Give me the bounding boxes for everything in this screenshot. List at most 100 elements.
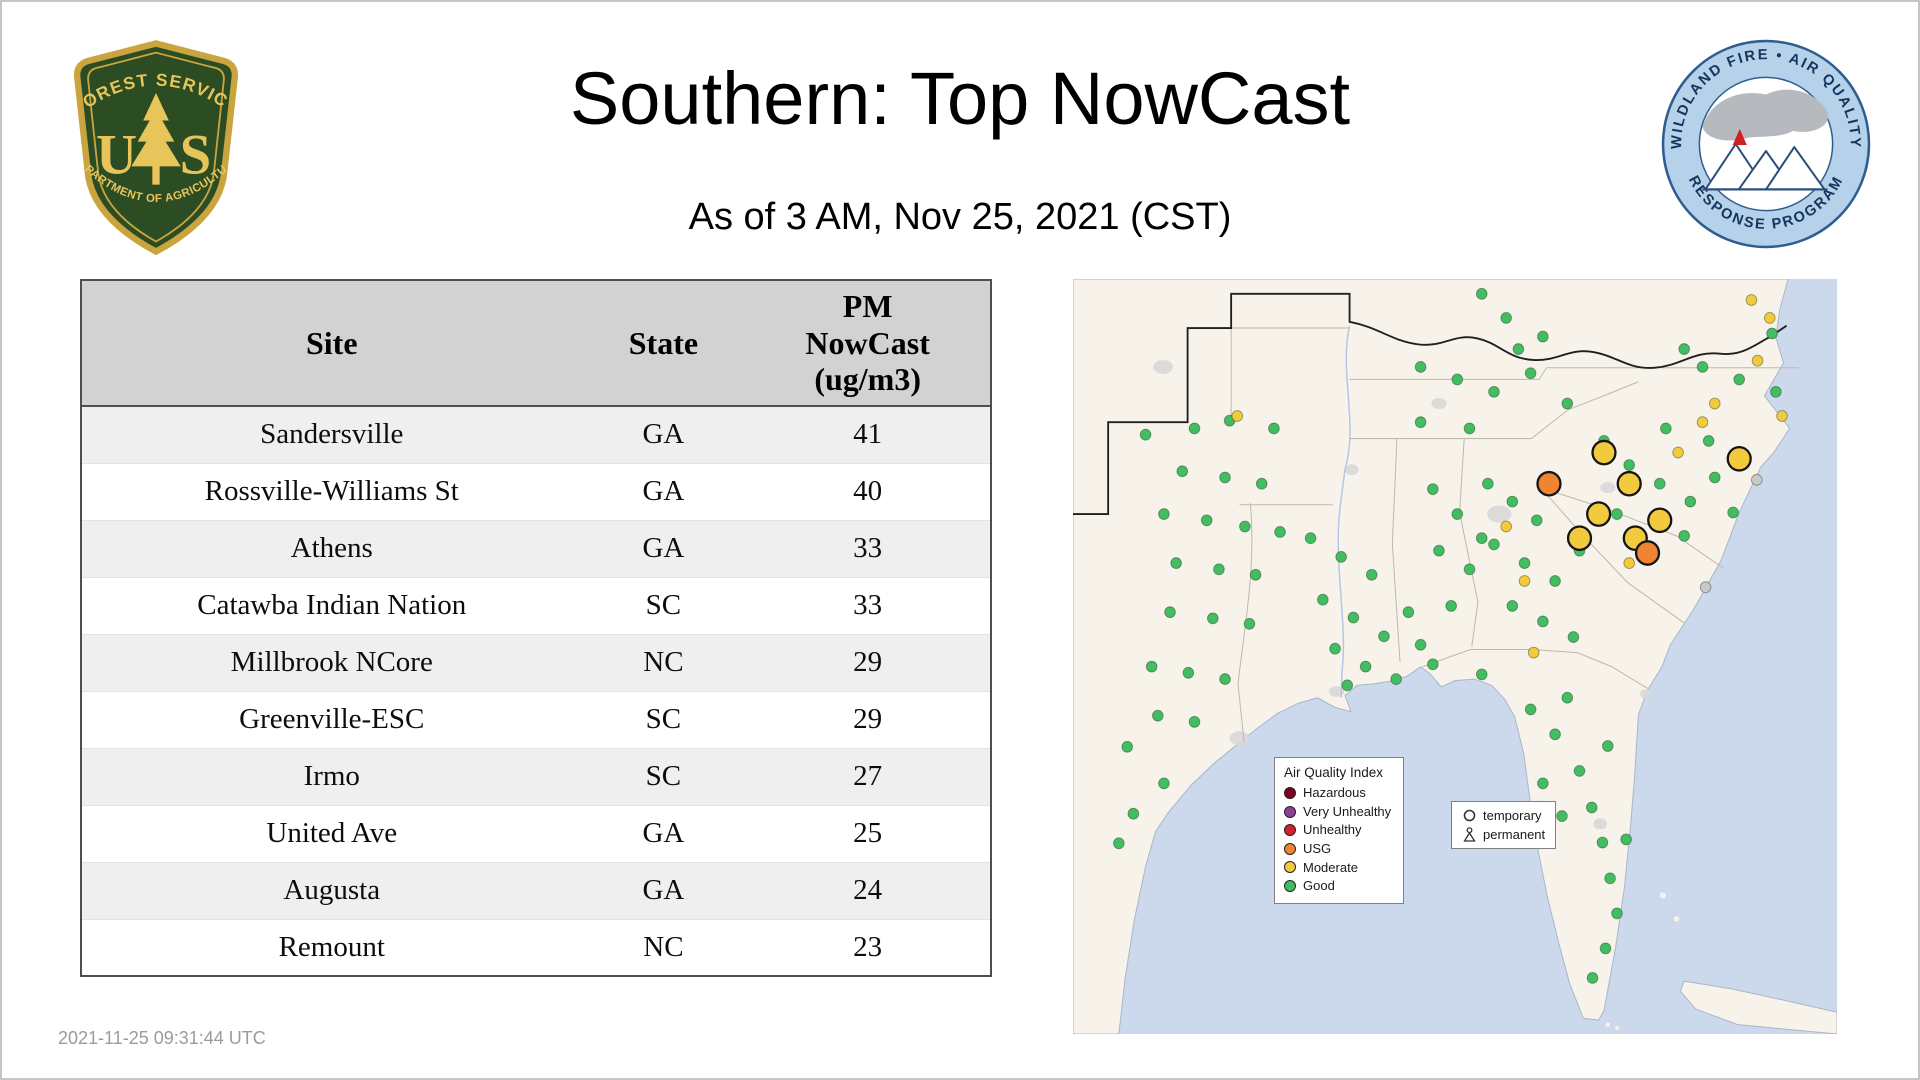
monitor-marker <box>1702 434 1715 447</box>
monitor-marker <box>1708 397 1721 410</box>
monitor-marker <box>1537 615 1549 628</box>
monitor-marker <box>1378 630 1390 643</box>
urban-areas <box>1153 359 1653 830</box>
state-cell: SC <box>645 703 682 735</box>
monitor-marker <box>1335 550 1347 563</box>
state-cell: GA <box>642 418 685 451</box>
monitor-marker <box>1512 343 1525 355</box>
aqi-legend: Air Quality Index Hazardous Very Unhealth… <box>1274 757 1405 904</box>
value-cell: 29 <box>853 646 883 678</box>
monitor-marker <box>1623 557 1635 570</box>
map-panel: Air Quality Index Hazardous Very Unhealth… <box>1073 279 1837 1034</box>
monitor-marker <box>1733 373 1746 386</box>
legend-label: Very Unhealthy <box>1303 803 1392 819</box>
value-cell: 40 <box>853 475 883 507</box>
state-cell: GA <box>642 874 685 906</box>
region-outline <box>1073 292 1788 515</box>
site-cell: United Ave <box>266 817 398 849</box>
table-header: Site State PM NowCast (ug/m3) <box>81 280 991 407</box>
monitor-marker <box>1751 354 1764 367</box>
monitor-marker <box>1708 471 1721 484</box>
monitor-marker <box>1620 833 1632 846</box>
state-cell: NC <box>643 646 684 678</box>
monitor-marker <box>1653 477 1666 490</box>
monitor-marker <box>1518 557 1531 570</box>
monitor-marker <box>1524 367 1537 380</box>
monitor-marker <box>1158 777 1170 790</box>
smoke-landmass-shape <box>1702 89 1829 141</box>
monitor-marker <box>1766 327 1778 340</box>
monitor-marker <box>1660 422 1672 435</box>
permanent-legend-row: permanent <box>1462 827 1545 842</box>
cuba-landmass <box>1679 980 1837 1034</box>
monitor-marker <box>1433 544 1445 557</box>
monitor-marker <box>1561 397 1574 410</box>
monitor-marker <box>1200 514 1213 527</box>
monitor-marker <box>1586 501 1612 527</box>
monitor-marker <box>1623 459 1635 471</box>
monitor-marker <box>1537 777 1549 790</box>
site-cell: Augusta <box>283 874 381 906</box>
monitor-marker <box>1219 673 1231 685</box>
monitor-marker <box>1347 611 1360 624</box>
table-row: Greenville-ESC SC 29 <box>81 691 991 748</box>
monitor-marker <box>1506 495 1519 508</box>
monitor-marker <box>1566 525 1593 552</box>
monitor-marker <box>1776 410 1788 422</box>
monitor-marker <box>1763 312 1776 324</box>
monitor-marker <box>1243 617 1256 630</box>
legend-item: Moderate <box>1284 860 1391 876</box>
monitor-marker <box>1445 599 1457 612</box>
table-row: United Ave GA 25 <box>81 805 991 862</box>
monitor-marker <box>1727 506 1739 519</box>
table-row: Millbrook NCore NC 29 <box>81 634 991 691</box>
monitor-marker <box>1176 465 1189 478</box>
legend-label: USG <box>1303 840 1332 856</box>
monitor-marker <box>1164 606 1176 619</box>
state-cell: NC <box>643 930 684 963</box>
state-cell: GA <box>642 475 685 507</box>
table-row: Remount NC 23 <box>81 919 991 976</box>
monitor-marker <box>1585 801 1598 814</box>
monitor-marker <box>1678 343 1691 355</box>
island <box>1615 1025 1619 1030</box>
monitor-marker <box>1475 668 1488 681</box>
value-cell: 33 <box>853 589 883 621</box>
monitor-marker <box>1451 373 1464 386</box>
table-row: Athens GA 33 <box>81 520 991 577</box>
value-cell: 27 <box>853 760 883 792</box>
wildland-fire-logo-svg: WILDLAND FIRE • AIR QUALITY RESPONSE PRO… <box>1661 39 1871 249</box>
site-cell: Millbrook NCore <box>230 646 433 678</box>
monitor-marker <box>1414 361 1427 373</box>
legend-item: Hazardous <box>1284 785 1391 801</box>
monitor-marker <box>1268 422 1280 435</box>
pine-tree-icon <box>131 93 181 185</box>
monitor-marker <box>1561 691 1574 704</box>
monitor-marker <box>1611 508 1623 520</box>
monitor-marker <box>1427 483 1439 496</box>
monitor-marker <box>1604 872 1616 885</box>
legend-label: Good <box>1303 878 1335 894</box>
timestamp: 2021-11-25 09:31:44 UTC <box>58 1028 266 1048</box>
table-row: Catawba Indian Nation SC 33 <box>81 577 991 634</box>
fire-icon <box>1732 128 1747 146</box>
monitor-marker <box>1213 563 1225 576</box>
monitor-marker <box>1536 470 1562 497</box>
aqi-swatch-icon <box>1284 786 1296 799</box>
island <box>1659 892 1666 899</box>
monitor-marker <box>1482 477 1494 490</box>
aqi-swatch-icon <box>1284 805 1296 818</box>
value-cell: 33 <box>853 532 883 564</box>
value-cell: 23 <box>853 930 883 963</box>
monitor-marker <box>1390 673 1402 685</box>
site-cell: Greenville-ESC <box>239 703 425 735</box>
monitor-marker <box>1475 532 1488 545</box>
island <box>1673 916 1680 922</box>
aqi-legend-title: Air Quality Index <box>1284 765 1384 780</box>
monitor-marker <box>1451 508 1464 520</box>
permanent-label: permanent <box>1483 827 1546 842</box>
monitor-marker <box>1158 508 1170 520</box>
value-cell: 41 <box>853 418 883 451</box>
monitor-marker <box>1599 942 1612 955</box>
site-cell: Catawba Indian Nation <box>197 589 467 621</box>
